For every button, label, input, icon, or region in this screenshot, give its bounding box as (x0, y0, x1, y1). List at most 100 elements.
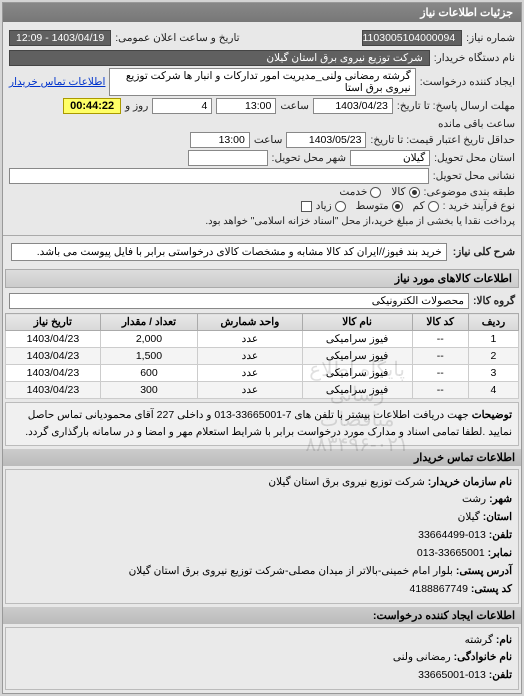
hour-label-2: ساعت (254, 134, 283, 146)
state-label: استان: (483, 511, 512, 523)
goods-group-label: گروه کالا: (473, 295, 515, 307)
radio-high[interactable] (335, 201, 346, 212)
credit-deadline-hour: 13:00 (190, 132, 250, 148)
goods-header: اطلاعات کالاهای مورد نیاز (5, 269, 519, 288)
table-cell: فیوز سرامیکی (302, 331, 412, 348)
table-cell: 1403/04/23 (6, 331, 101, 348)
notes-label: توضیحات (472, 409, 512, 421)
days-left: 4 (152, 98, 212, 114)
radio-service-label: خدمت (339, 186, 367, 198)
delivery-state-value: گیلان (350, 150, 430, 166)
panel-title: جزئیات اطلاعات نیاز (3, 3, 521, 22)
delivery-city-label: شهر محل تحویل: (272, 152, 347, 164)
state-value: گیلان (458, 511, 480, 523)
send-deadline-label: مهلت ارسال پاسخ: تا تاریخ: (397, 100, 515, 112)
creator-family-label: نام خانوادگی: (454, 651, 512, 663)
credit-deadline-label: حداقل تاریخ اعتبار قیمت: تا تاریخ: (370, 134, 515, 146)
divider-1 (3, 235, 521, 236)
hour-label-1: ساعت (280, 100, 309, 112)
table-cell: 300 (100, 382, 197, 399)
table-cell: عدد (198, 382, 302, 399)
table-cell: 2 (468, 348, 518, 365)
process-level-group: کم متوسط زیاد (316, 200, 439, 212)
desc-text: خرید بند فیوز//ایران کد کالا مشابه و مشخ… (11, 243, 447, 261)
notes-text: جهت دریافت اطلاعات بیشتر با تلفن های 7-3… (25, 409, 512, 438)
fax-label: نمابر: (488, 547, 512, 559)
subject-type-group: کالا خدمت (339, 186, 419, 198)
radio-service[interactable] (370, 187, 381, 198)
radio-goods-label: کالا (391, 186, 405, 198)
radio-mid-label: متوسط (356, 200, 389, 212)
table-cell: 1403/04/23 (6, 365, 101, 382)
need-no-value: 1103005104000094 (362, 30, 462, 46)
delivery-city-value (188, 150, 268, 166)
creator-name-value: گرشته (465, 634, 493, 646)
table-row: 2--فیوز سرامیکیعدد1,5001403/04/23 (6, 348, 519, 365)
goods-table: ردیف کد کالا نام کالا واحد شمارش تعداد /… (5, 313, 519, 399)
creator-header: اطلاعات ایجاد کننده درخواست: (3, 607, 521, 624)
delivery-address-label: نشانی محل تحویل: (433, 170, 515, 182)
creator-phone-value: 013-33665001 (418, 669, 486, 681)
postal-value: 4188867749 (410, 583, 468, 595)
budget-class-label: طبقه بندی موضوعی: (424, 186, 515, 198)
col-qty: تعداد / مقدار (100, 314, 197, 331)
requester-label: ایجاد کننده درخواست: (420, 76, 515, 88)
table-cell: عدد (198, 365, 302, 382)
table-cell: -- (412, 382, 468, 399)
send-deadline-date: 1403/04/23 (313, 98, 393, 114)
table-cell: 2,000 (100, 331, 197, 348)
table-row: 1--فیوز سرامیکیعدد2,0001403/04/23 (6, 331, 519, 348)
org-label: نام سازمان خریدار: (428, 476, 512, 488)
table-cell: -- (412, 365, 468, 382)
creator-family-value: رمضانی ولنی (393, 651, 451, 663)
buyer-value: شرکت توزیع نیروی برق استان گیلان (9, 50, 430, 66)
radio-low[interactable] (428, 201, 439, 212)
table-cell: 3 (468, 365, 518, 382)
city-label: شهر: (489, 493, 512, 505)
table-cell: 600 (100, 365, 197, 382)
process-type-label: نوع فرآیند خرید : (443, 200, 515, 212)
delivery-state-label: استان محل تحویل: (434, 152, 515, 164)
table-row: 3--فیوز سرامیکیپایگاه اطلاع رسانی مناقصا… (6, 365, 519, 382)
col-code: کد کالا (412, 314, 468, 331)
table-cell: عدد (198, 348, 302, 365)
col-row: ردیف (468, 314, 518, 331)
goods-group-value: محصولات الکترونیکی (9, 293, 469, 309)
table-cell: 1403/04/23 (6, 382, 101, 399)
treasury-label: پرداخت نقدا یا بخشی از مبلغ خرید،از محل … (205, 216, 515, 227)
col-name: نام کالا (302, 314, 412, 331)
table-cell: عدد (198, 331, 302, 348)
timer-suffix: ساعت باقی مانده (438, 118, 515, 130)
table-header-row: ردیف کد کالا نام کالا واحد شمارش تعداد /… (6, 314, 519, 331)
delivery-address-value (9, 168, 429, 184)
requester-value: گرشته رمضانی ولنی_مدیریت امور تدارکات و … (109, 68, 415, 96)
table-cell: فیوز سرامیکی (302, 382, 412, 399)
radio-goods[interactable] (409, 187, 420, 198)
phone-label: تلفن: (489, 529, 512, 541)
table-cell: 1 (468, 331, 518, 348)
credit-deadline-date: 1403/05/23 (286, 132, 366, 148)
table-cell: 1403/04/23 (6, 348, 101, 365)
org-value: شرکت توزیع نیروی برق استان گیلان (268, 476, 424, 488)
treasury-checkbox[interactable] (301, 201, 312, 212)
city-value: رشت (462, 493, 486, 505)
table-row: 4--فیوز سرامیکیعدد3001403/04/23 (6, 382, 519, 399)
radio-low-label: کم (413, 200, 425, 212)
address-value: بلوار امام خمینی-بالاتر از میدان مصلی-شر… (129, 565, 453, 577)
need-no-label: شماره نیاز: (466, 32, 515, 44)
creator-phone-label: تلفن: (489, 669, 512, 681)
radio-mid[interactable] (392, 201, 403, 212)
announce-date-label: تاریخ و ساعت اعلان عمومی: (115, 32, 239, 44)
address-label: آدرس پستی: (456, 565, 512, 577)
fax-value: 33665001-013 (417, 547, 485, 559)
table-cell: فیوز سرامیکی (302, 348, 412, 365)
buyer-contact-link[interactable]: اطلاعات تماس خریدار (9, 76, 105, 88)
contact-block: نام سازمان خریدار: شرکت توزیع نیروی برق … (5, 469, 519, 604)
send-deadline-hour: 13:00 (216, 98, 276, 114)
contact-header: اطلاعات تماس خریدار (3, 449, 521, 466)
table-cell: 1,500 (100, 348, 197, 365)
table-cell: 4 (468, 382, 518, 399)
postal-label: کد پستی: (471, 583, 512, 595)
desc-label: شرح کلی نیاز: (453, 246, 515, 258)
phone-value: 013-33664499 (418, 529, 486, 541)
